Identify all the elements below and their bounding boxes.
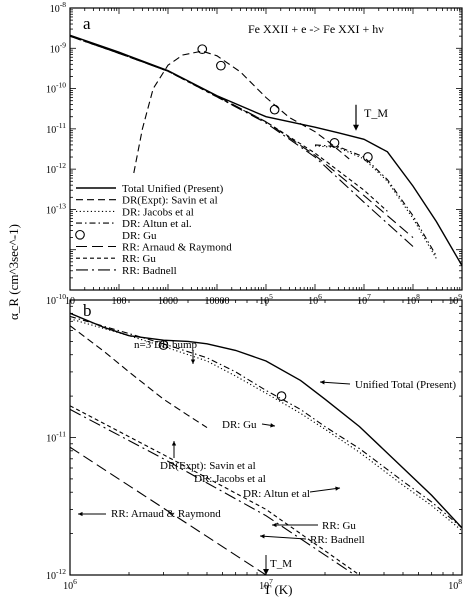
annotation-label: T_M bbox=[270, 558, 292, 570]
series-line-2 bbox=[314, 145, 437, 259]
annotation-arrowhead bbox=[171, 441, 177, 446]
legend-label: DR(Expt): Savin et al bbox=[122, 195, 218, 207]
annotation-label: DR(Expt): Savin et al bbox=[160, 460, 256, 472]
annotation-label: RR: Arnaud & Raymond bbox=[111, 508, 221, 520]
legend-label: DR: Altun et al. bbox=[122, 218, 192, 230]
x-tick-label: 1000 bbox=[158, 296, 178, 307]
series-layer bbox=[70, 34, 462, 267]
legend-label: RR: Arnaud & Raymond bbox=[122, 242, 232, 254]
series-line-2 bbox=[70, 318, 462, 532]
series-line-5 bbox=[70, 35, 414, 239]
annotation-arrowhead bbox=[190, 359, 196, 364]
annotation-arrowhead bbox=[78, 511, 83, 517]
series-line-1 bbox=[133, 50, 350, 174]
tm-arrowhead-b bbox=[263, 569, 269, 575]
y-tick-label: 10-11 bbox=[46, 121, 66, 136]
axis-ticks bbox=[69, 300, 462, 576]
dr-gu-point bbox=[363, 152, 373, 162]
x-tick-label: 106 bbox=[63, 577, 77, 592]
annotation-label: DR: Gu bbox=[222, 419, 257, 431]
annotation-label: RR: Badnell bbox=[310, 534, 365, 546]
series-layer bbox=[70, 312, 462, 575]
y-tick-label: 10-8 bbox=[50, 0, 66, 15]
series-line-5 bbox=[70, 446, 267, 575]
legend-label: Total Unified (Present) bbox=[122, 183, 224, 195]
dr-gu-point bbox=[276, 391, 287, 401]
annotation-arrow bbox=[309, 487, 341, 493]
annotation-label: n=3 DR bump bbox=[134, 339, 198, 351]
dr-gu-point bbox=[216, 60, 226, 71]
annotation-arrow bbox=[259, 535, 307, 540]
annotation-label: DR: Jacobs et al bbox=[194, 473, 266, 485]
y-tick-label: 10-13 bbox=[46, 201, 66, 216]
x-tick-label: 107 bbox=[259, 577, 273, 592]
series-line-0 bbox=[70, 312, 462, 529]
legend: Total Unified (Present)DR(Expt): Savin e… bbox=[75, 183, 232, 277]
series-line-0 bbox=[70, 34, 462, 267]
dr-gu-point bbox=[269, 104, 280, 115]
annotation-label: DR: Altun et al bbox=[243, 488, 310, 500]
x-tick-label: 108 bbox=[406, 292, 420, 307]
x-tick-label: 106 bbox=[308, 292, 322, 307]
x-tick-label: 108 bbox=[448, 577, 462, 592]
x-tick-label: 107 bbox=[357, 292, 371, 307]
legend-label: RR: Badnell bbox=[122, 265, 177, 277]
series-line-6 bbox=[70, 35, 388, 212]
panel-b: b 106 107 108 10-10 10-11 10-12 n=3 DR bump Uni… bbox=[46, 292, 463, 592]
x-tick-label: 100 bbox=[112, 296, 127, 307]
panel-a: a Fe XXII + e -> Fe XXI + hν 10 100 1000 10… bbox=[46, 0, 463, 307]
y-tick-label: 10-11 bbox=[46, 430, 66, 445]
series-line-6 bbox=[70, 405, 360, 575]
annotation-arrowhead bbox=[272, 522, 277, 528]
panel-a-title: Fe XXII + e -> Fe XXI + hν bbox=[248, 22, 384, 36]
legend-marker bbox=[75, 229, 85, 240]
y-tick-label: 10-10 bbox=[46, 81, 66, 96]
dr-gu-point bbox=[158, 340, 169, 350]
annotation-arrowhead bbox=[270, 423, 275, 428]
legend-label: DR: Gu bbox=[122, 230, 157, 242]
x-axis-label: T (K) bbox=[263, 582, 292, 597]
annotation-arrow bbox=[319, 381, 351, 385]
annotation-arrowhead bbox=[260, 534, 265, 539]
dr-gu-point bbox=[329, 137, 340, 148]
annotation-arrowhead bbox=[320, 380, 325, 385]
legend-label: RR: Gu bbox=[122, 253, 156, 265]
series-line-7 bbox=[70, 35, 414, 247]
y-tick-label: 10-9 bbox=[50, 40, 66, 55]
panel-b-label: b bbox=[83, 301, 92, 320]
panel-a-label: a bbox=[83, 14, 91, 33]
series-line-1 bbox=[70, 325, 208, 429]
y-tick-label: 10-10 bbox=[46, 292, 66, 307]
legend-label: DR: Jacobs et al bbox=[122, 206, 194, 218]
plot-frame bbox=[69, 299, 463, 576]
annotation-label: Unified Total (Present) bbox=[355, 379, 456, 391]
axis-ticks bbox=[69, 8, 462, 291]
tm-arrowhead bbox=[353, 124, 359, 131]
y-tick-label: 10-12 bbox=[46, 161, 66, 176]
y-tick-label: 10-12 bbox=[46, 567, 66, 582]
y-axis-label: α_R (cm^3sec^-1) bbox=[6, 224, 21, 320]
series-line-7 bbox=[70, 408, 356, 575]
x-tick-label: 105 bbox=[259, 292, 273, 307]
annotation-label: RR: Gu bbox=[322, 520, 356, 532]
x-tick-label: 10000 bbox=[205, 296, 230, 307]
annotation-arrowhead bbox=[335, 486, 340, 491]
dr-gu-point bbox=[197, 44, 208, 55]
annotation-tm: T_M bbox=[364, 106, 388, 120]
series-line-3 bbox=[314, 144, 437, 257]
